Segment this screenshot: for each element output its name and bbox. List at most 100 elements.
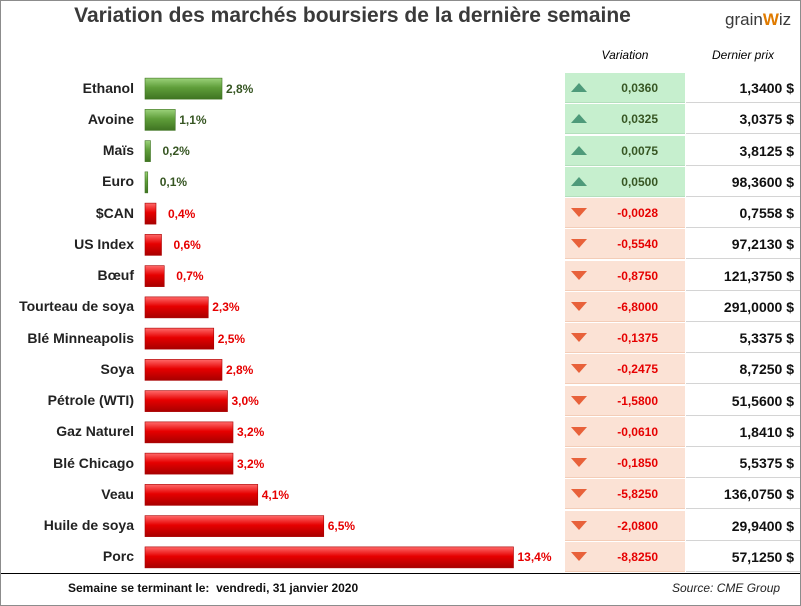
price-cell: 0,7558 $ [686, 198, 800, 228]
category-label: Bœuf [97, 267, 134, 284]
variation-value: -2,0800 [617, 518, 658, 533]
data-label: 0,4% [168, 206, 196, 221]
variation-cell: 0,0075 [565, 135, 685, 166]
bar-10 [144, 390, 228, 412]
bar-3 [144, 171, 149, 194]
data-label: 3,2% [237, 425, 265, 440]
price-cell: 57,1250 $ [686, 542, 800, 572]
variation-cell: -8,8250 [565, 541, 685, 572]
category-label: Avoine [87, 110, 134, 127]
triangle-down-icon [571, 208, 587, 217]
price-cell: 136,0750 $ [686, 479, 800, 510]
bar-14 [144, 515, 325, 537]
price-value: 1,3400 $ [739, 80, 795, 96]
category-label: Blé Chicago [53, 454, 134, 471]
bar-6 [144, 265, 165, 287]
variation-cell: -2,0800 [565, 510, 685, 541]
data-label: 3,0% [231, 394, 259, 409]
triangle-up-icon [571, 145, 587, 155]
triangle-up-icon [571, 176, 587, 186]
variation-value: -0,0028 [617, 206, 658, 220]
data-label: 6,5% [327, 519, 356, 534]
variation-cell: -0,1375 [565, 323, 685, 353]
category-label: Gaz Naturel [56, 423, 134, 440]
category-label: Porc [102, 548, 134, 565]
variation-cell: -0,5540 [565, 229, 685, 260]
variation-value: -0,0610 [617, 424, 658, 439]
triangle-down-icon [571, 489, 587, 499]
bar-4 [144, 202, 157, 225]
variation-cell: 0,0360 [565, 73, 685, 103]
category-label: Maïs [102, 142, 134, 159]
category-label: Euro [102, 173, 134, 190]
price-cell: 1,8410 $ [686, 417, 800, 447]
page-title: Variation des marchés boursiers de la de… [74, 4, 631, 27]
variation-cell: -0,8750 [565, 260, 685, 291]
variation-cell: 0,0325 [565, 104, 685, 135]
price-cell: 29,9400 $ [686, 511, 800, 541]
triangle-down-icon [571, 333, 587, 342]
data-label: 0,2% [162, 144, 190, 159]
footer-source: Source: CME Group [672, 581, 781, 595]
variation-cell: -5,8250 [565, 479, 685, 510]
bar-2 [144, 140, 151, 162]
category-label: $CAN [95, 204, 134, 221]
footer-week: Semaine se terminant le: vendredi, 31 ja… [68, 581, 358, 595]
price-cell: 8,7250 $ [686, 354, 800, 385]
data-label: 0,1% [159, 175, 188, 190]
bar-15 [144, 546, 514, 569]
triangle-up-icon [571, 114, 587, 124]
bar-5 [144, 234, 162, 256]
price-cell: 291,0000 $ [686, 292, 800, 322]
price-value: 5,5375 $ [739, 455, 795, 471]
variation-value: 0,0075 [621, 143, 658, 158]
category-label: Soya [100, 360, 134, 377]
price-value: 121,3750 $ [723, 267, 794, 284]
variation-value: -5,8250 [617, 487, 658, 502]
category-label: Blé Minneapolis [27, 329, 134, 346]
variation-cell: 0,0500 [565, 166, 685, 197]
variation-value: -1,5800 [617, 393, 658, 408]
data-label: 0,7% [176, 269, 204, 284]
bar-7 [144, 296, 209, 319]
variation-cell: -0,0028 [565, 198, 685, 228]
logo-part1: grain [725, 10, 763, 29]
category-label: Tourteau de soya [19, 298, 134, 315]
data-label: 4,1% [261, 487, 290, 502]
price-value: 98,3600 $ [731, 173, 794, 190]
variation-cell: -0,0610 [565, 416, 685, 447]
category-label: US Index [74, 235, 134, 252]
variation-value: 0,0325 [621, 112, 658, 127]
variation-cell: -1,5800 [565, 385, 685, 416]
price-value: 97,2130 $ [731, 236, 794, 253]
data-label: 0,6% [173, 237, 201, 252]
data-label: 2,8% [226, 362, 254, 377]
price-value: 0,7558 $ [739, 205, 795, 221]
triangle-down-icon [571, 551, 587, 561]
bar-1 [144, 109, 176, 131]
variation-value: -8,8250 [617, 549, 658, 564]
price-value: 3,0375 $ [739, 111, 795, 128]
data-label: 1,1% [179, 112, 207, 127]
variation-value: -0,8750 [617, 268, 658, 283]
triangle-down-icon [571, 364, 587, 374]
triangle-down-icon [571, 520, 587, 530]
data-label: 3,2% [237, 456, 265, 471]
footer-divider [1, 573, 800, 574]
data-label: 13,4% [517, 550, 552, 565]
price-cell: 1,3400 $ [686, 73, 800, 103]
logo-part2: W [762, 10, 779, 29]
price-value: 51,5600 $ [731, 392, 794, 409]
price-header: Dernier prix [711, 48, 774, 62]
bar-12 [144, 452, 234, 475]
variation-cell: -6,8000 [565, 291, 685, 322]
price-cell: 3,0375 $ [686, 104, 800, 135]
bar-8 [144, 327, 215, 350]
price-value: 5,3375 $ [739, 330, 795, 346]
price-value: 3,8125 $ [739, 142, 795, 159]
data-label: 2,8% [226, 81, 254, 96]
price-cell: 97,2130 $ [686, 229, 800, 260]
variation-value: -6,8000 [617, 299, 658, 314]
bar-0 [144, 77, 223, 100]
